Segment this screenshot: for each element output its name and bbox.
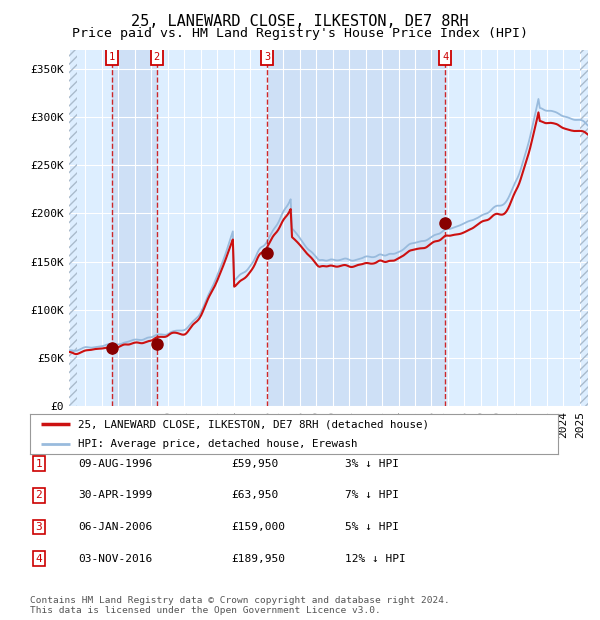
Text: £63,950: £63,950 — [231, 490, 278, 500]
Text: Contains HM Land Registry data © Crown copyright and database right 2024.
This d: Contains HM Land Registry data © Crown c… — [30, 596, 450, 615]
Text: 2: 2 — [154, 52, 160, 62]
Text: 2: 2 — [35, 490, 43, 500]
Text: 5% ↓ HPI: 5% ↓ HPI — [345, 522, 399, 532]
Bar — [580, 50, 588, 406]
Text: 30-APR-1999: 30-APR-1999 — [78, 490, 152, 500]
Text: 4: 4 — [442, 52, 448, 62]
Text: 03-NOV-2016: 03-NOV-2016 — [78, 554, 152, 564]
Text: 09-AUG-1996: 09-AUG-1996 — [78, 459, 152, 469]
Text: 25, LANEWARD CLOSE, ILKESTON, DE7 8RH (detached house): 25, LANEWARD CLOSE, ILKESTON, DE7 8RH (d… — [77, 419, 428, 430]
Text: 1: 1 — [109, 52, 115, 62]
Text: 7% ↓ HPI: 7% ↓ HPI — [345, 490, 399, 500]
Bar — [112, 50, 157, 406]
Text: 12% ↓ HPI: 12% ↓ HPI — [345, 554, 406, 564]
Text: 1: 1 — [35, 459, 43, 469]
Text: 3: 3 — [35, 522, 43, 532]
Text: 3: 3 — [264, 52, 270, 62]
Text: £189,950: £189,950 — [231, 554, 285, 564]
Bar — [267, 50, 445, 406]
Text: Price paid vs. HM Land Registry's House Price Index (HPI): Price paid vs. HM Land Registry's House … — [72, 27, 528, 40]
Text: 06-JAN-2006: 06-JAN-2006 — [78, 522, 152, 532]
Text: £59,950: £59,950 — [231, 459, 278, 469]
Text: £159,000: £159,000 — [231, 522, 285, 532]
Text: 25, LANEWARD CLOSE, ILKESTON, DE7 8RH: 25, LANEWARD CLOSE, ILKESTON, DE7 8RH — [131, 14, 469, 29]
Text: 4: 4 — [35, 554, 43, 564]
Text: HPI: Average price, detached house, Erewash: HPI: Average price, detached house, Erew… — [77, 439, 357, 449]
Bar — [69, 50, 77, 406]
Text: 3% ↓ HPI: 3% ↓ HPI — [345, 459, 399, 469]
